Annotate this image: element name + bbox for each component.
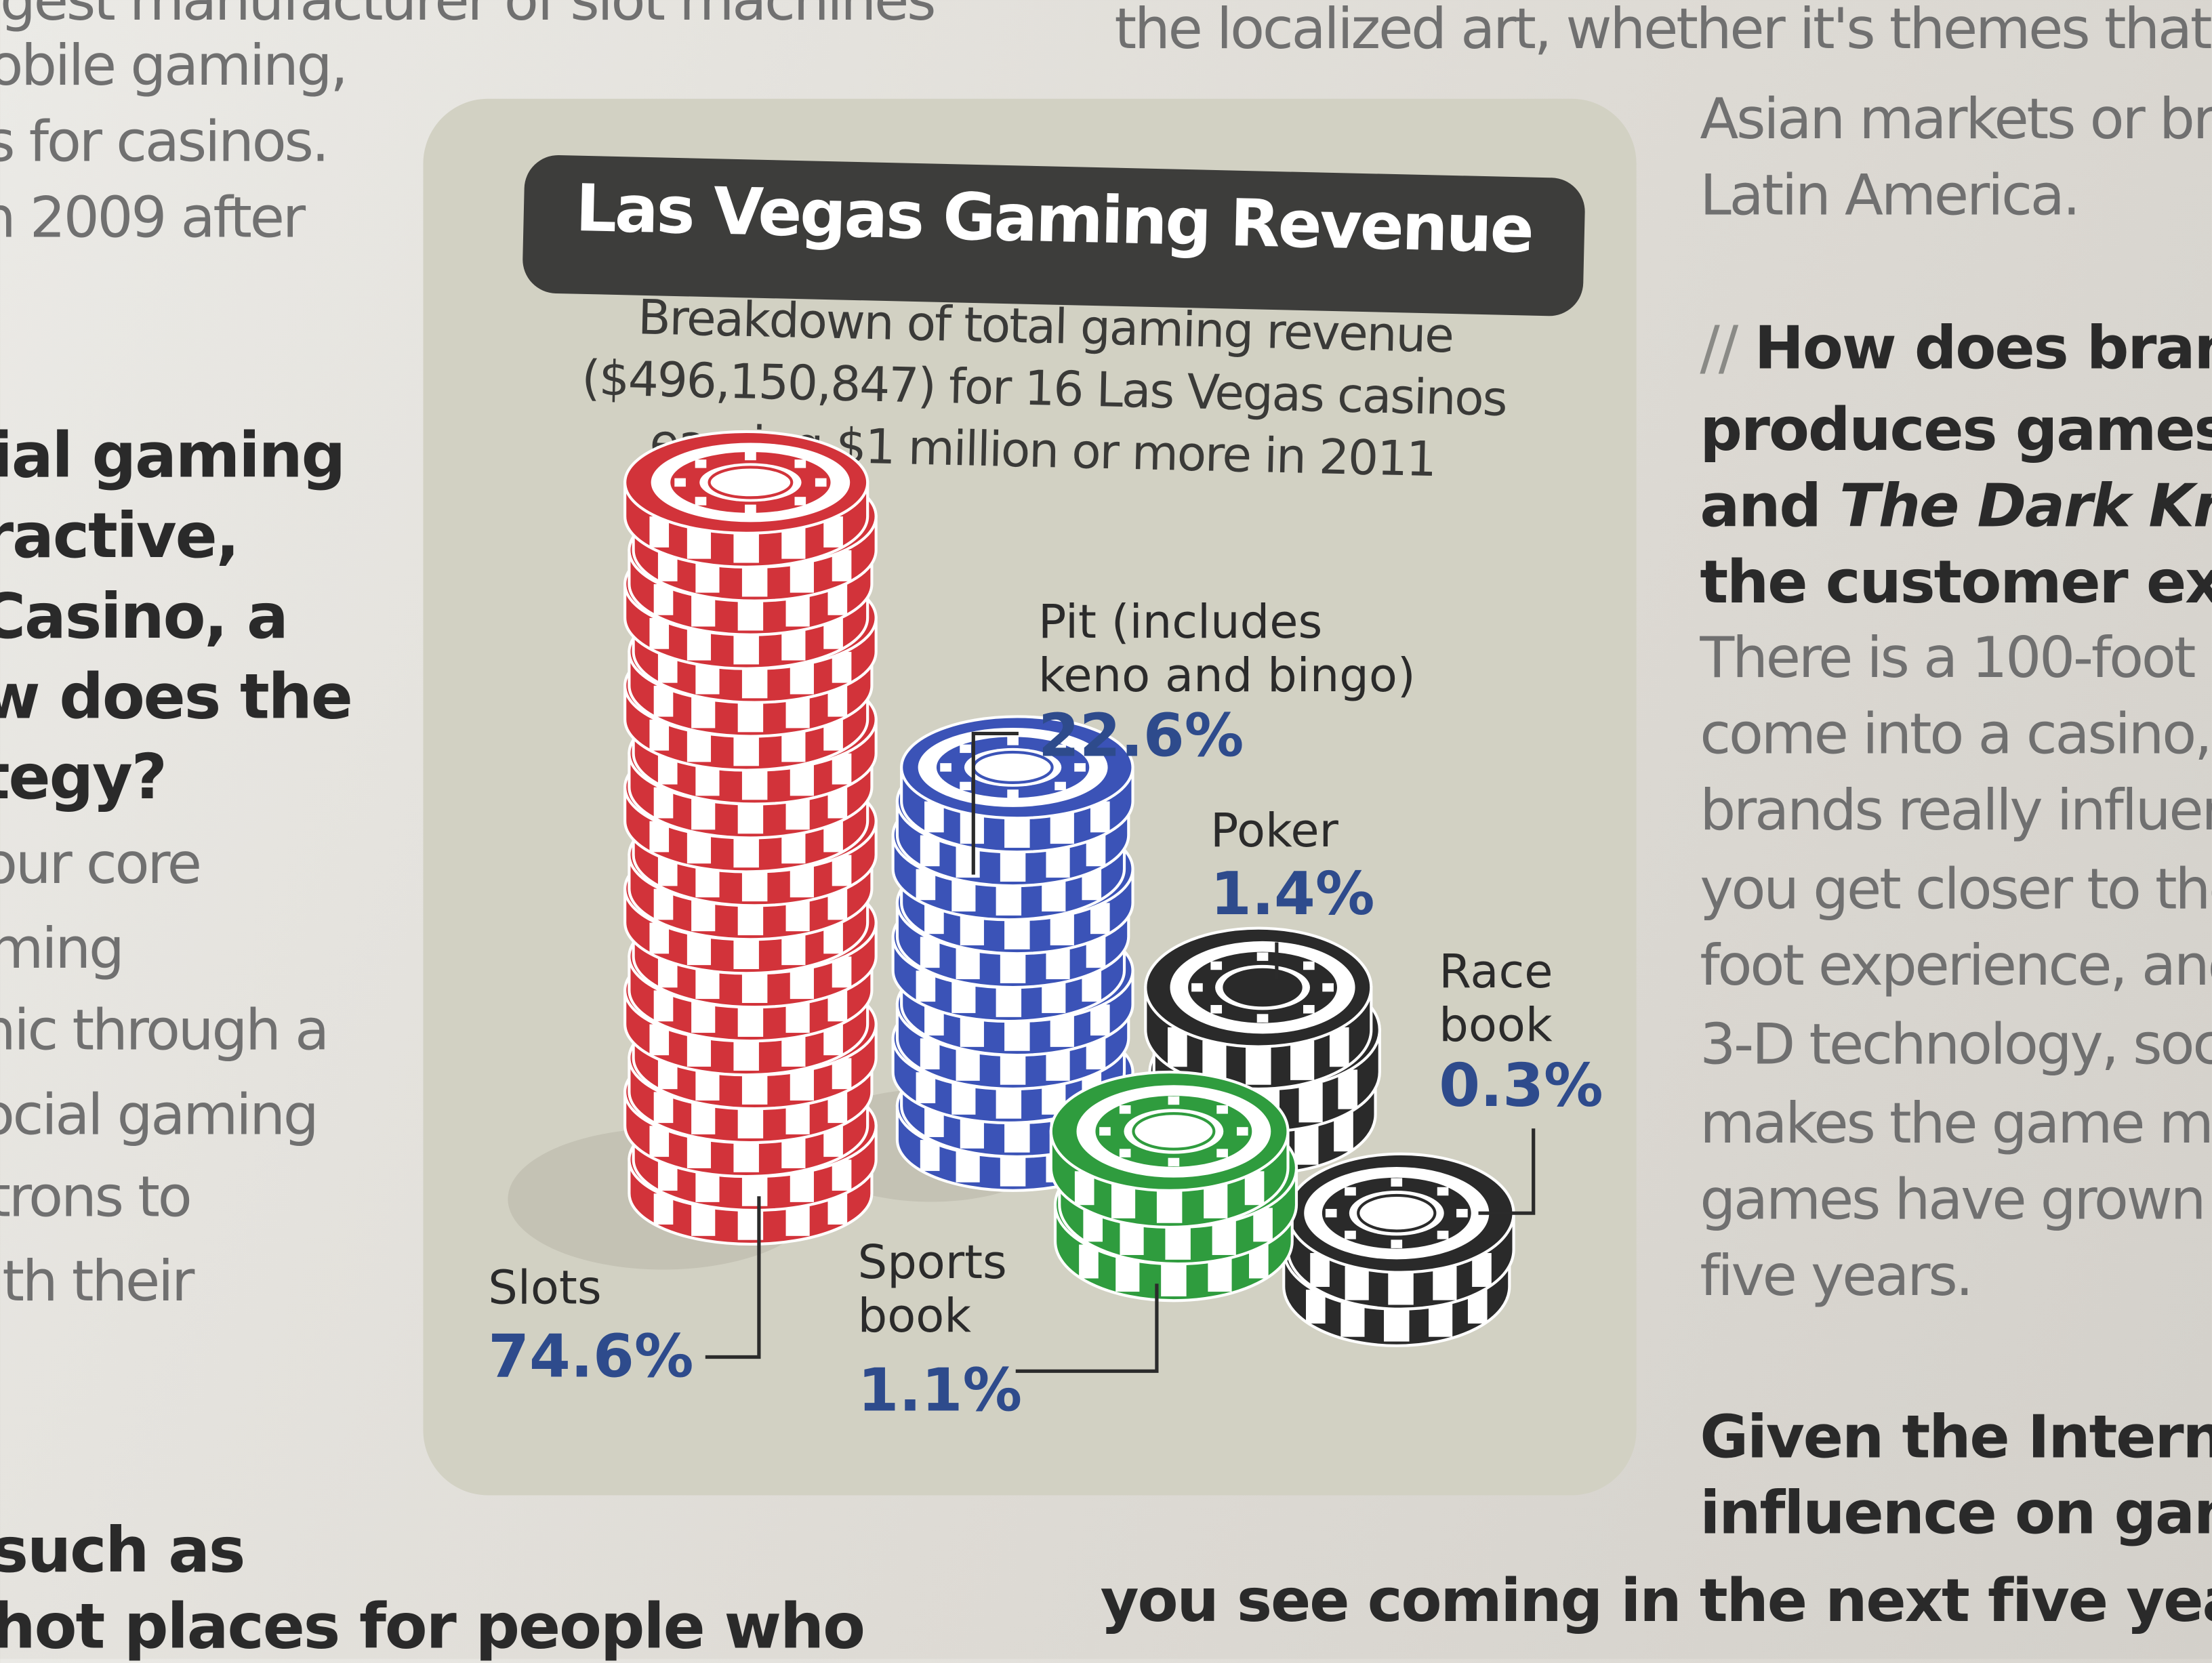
left-text-line: trons to (0, 1165, 192, 1231)
category-label: Race (1439, 945, 1553, 999)
value-label: 22.6% (1038, 701, 1244, 771)
chip-stack-bar (1049, 1070, 1298, 1302)
question-line: // How does branc (1700, 313, 2212, 382)
chip-stack-bar (891, 715, 1134, 1192)
question-text: How does branc (1754, 313, 2212, 383)
leader-line (1015, 1284, 1159, 1373)
leader-line (705, 1196, 761, 1359)
left-text-line: ming (0, 917, 125, 982)
question-marker: // (1700, 313, 1755, 383)
answer-line: five years. (1700, 1244, 1973, 1309)
chip-stack-bar (1144, 926, 1381, 1175)
answer-line: brands really influenc (1700, 779, 2212, 844)
question-text: and (1700, 471, 1840, 541)
value-label: 74.6% (488, 1322, 693, 1391)
answer-line: 3-D technology, soci (1700, 1012, 2212, 1078)
left-heading-line: ial gaming (0, 420, 346, 493)
left-bottom-line: such as (0, 1515, 245, 1587)
question-line: produces games v (1700, 394, 2212, 464)
left-text-line: s for casinos. (0, 110, 329, 176)
category-label: book (858, 1289, 972, 1343)
leader-line (971, 731, 1019, 875)
right-text-line: the localized art, whether it's themes t… (1114, 0, 2212, 62)
left-bottom-line: hot places for people who (0, 1591, 865, 1663)
chip-stack-bar (623, 430, 878, 1246)
right-text-line: Asian markets or bran (1700, 87, 2212, 152)
left-heading-line: tegy? (0, 741, 167, 815)
left-text-line: obile gaming, (0, 33, 348, 99)
question2-line: you see coming in the next five years (1100, 1565, 2212, 1635)
left-heading-line: Casino, a (0, 581, 289, 653)
answer-line: you get closer to the (1700, 857, 2212, 923)
question-italic-text: The Dark Knig (1839, 471, 2212, 541)
left-text-line: nic through a (0, 998, 329, 1064)
left-text-line: ith their (0, 1250, 194, 1315)
value-label: 1.1% (858, 1356, 1022, 1425)
category-label: Poker (1210, 804, 1339, 858)
answer-line: games have grown in (1700, 1168, 2212, 1233)
left-text-line: gest manufacturer of slot machines (0, 0, 937, 34)
answer-line: makes the game mor (1700, 1092, 2212, 1157)
chip-stack-bar (1282, 1152, 1515, 1347)
left-heading-line: w does the (0, 661, 353, 734)
question-line: the customer exp (1700, 547, 2212, 617)
question2-line: Given the Interne (1700, 1402, 2212, 1472)
category-label: book (1439, 998, 1553, 1052)
left-text-line: n 2009 after (0, 186, 306, 251)
question-line: and The Dark Knig (1700, 471, 2212, 540)
category-label: Slots (488, 1260, 601, 1315)
left-heading-line: ractive, (0, 500, 240, 573)
left-text-line: ocial gaming (0, 1083, 319, 1149)
category-label: Sports (858, 1235, 1007, 1290)
right-text-line: Latin America. (1700, 163, 2081, 229)
left-text-line: our core (0, 832, 202, 897)
answer-line: There is a 100-foot e (1700, 626, 2212, 691)
answer-line: foot experience, and (1700, 934, 2212, 999)
value-label: 0.3% (1439, 1051, 1603, 1120)
category-label: Pit (includes (1038, 595, 1322, 649)
answer-line: come into a casino, a (1700, 702, 2212, 768)
value-label: 1.4% (1210, 859, 1374, 928)
leader-line (1478, 1128, 1536, 1215)
category-label: keno and bingo) (1038, 649, 1416, 703)
question2-line: influence on gami (1700, 1478, 2212, 1548)
